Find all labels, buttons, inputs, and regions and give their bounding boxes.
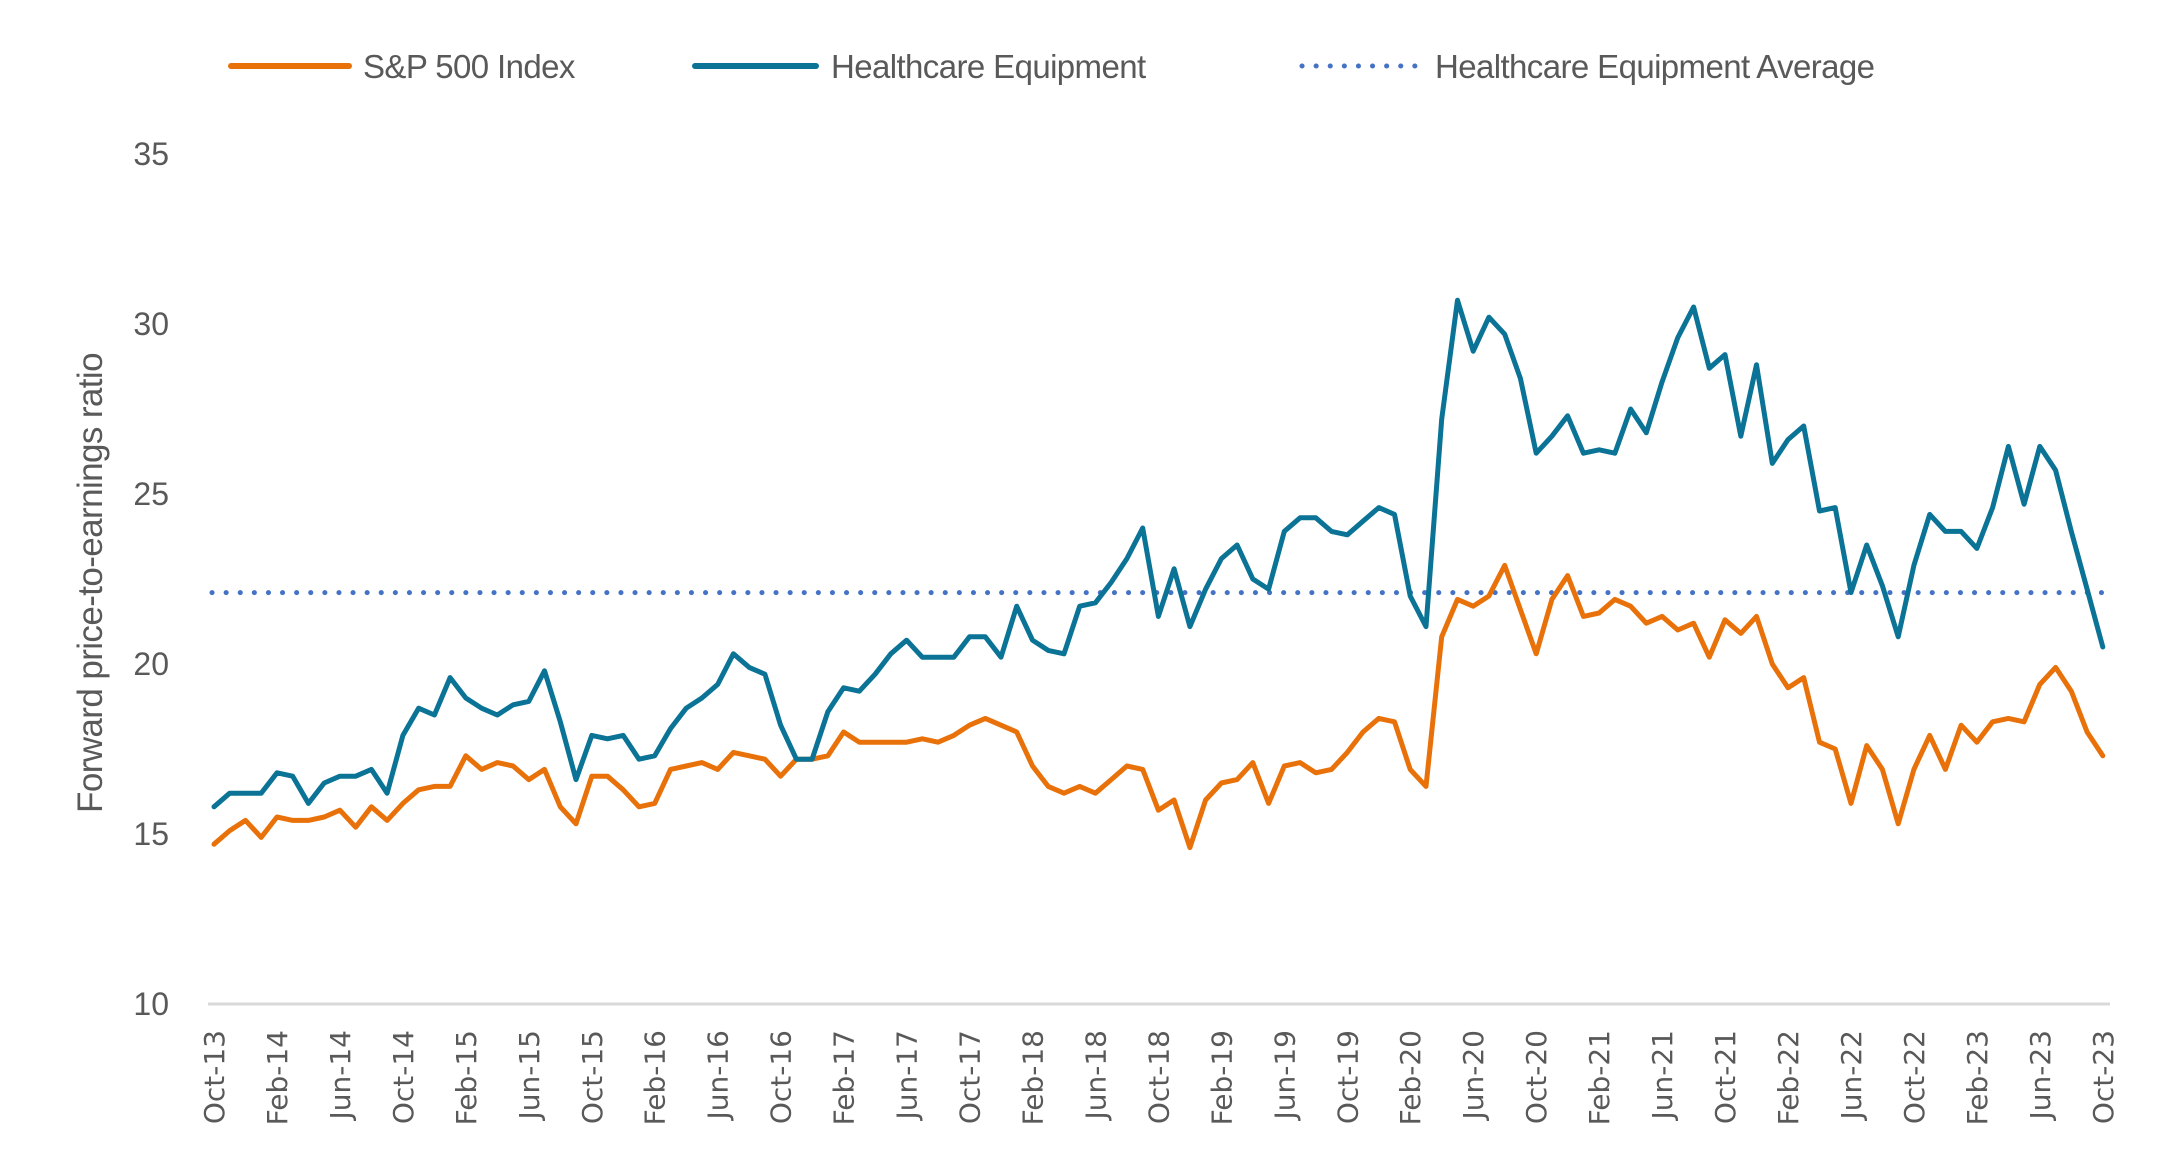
- x-tick-label: Jun-15: [513, 1030, 546, 1121]
- x-tick-label: Feb-18: [1016, 1030, 1049, 1125]
- legend-item-sp500[interactable]: S&P 500 Index: [228, 48, 576, 85]
- series-line-healthcare-equipment: [211, 297, 2106, 810]
- x-tick-label: Jun-21: [1646, 1030, 1679, 1121]
- x-tick-label: Jun-19: [1268, 1030, 1301, 1121]
- legend-item-healthcare-equipment[interactable]: Healthcare Equipment: [692, 48, 1147, 85]
- y-tick-label: 10: [133, 986, 169, 1022]
- x-tick-label: Jun-20: [1457, 1030, 1490, 1121]
- x-tick-label: Jun-16: [702, 1030, 735, 1121]
- x-tick-label: Feb-22: [1772, 1030, 1805, 1125]
- x-tick-label: Jun-17: [891, 1030, 924, 1121]
- plot-area: [209, 297, 2108, 851]
- y-tick-label: 15: [133, 816, 169, 852]
- x-tick-label: Oct-21: [1709, 1030, 1742, 1124]
- x-tick-label: Jun-18: [1079, 1030, 1112, 1121]
- y-axis-ticks: 10 15 20 25 30 35: [133, 136, 169, 1022]
- x-tick-label: Oct-14: [387, 1030, 420, 1124]
- x-tick-label: Oct-20: [1520, 1030, 1553, 1124]
- x-tick-label: Feb-21: [1583, 1030, 1616, 1125]
- x-tick-label: Oct-13: [198, 1030, 231, 1124]
- x-tick-label: Feb-14: [261, 1030, 294, 1125]
- x-axis-ticks: Oct-13 Feb-14 Jun-14 Oct-14 Feb-15 Jun-15 Oct-…: [198, 1030, 2120, 1125]
- legend-label-sp500: S&P 500 Index: [363, 48, 576, 85]
- x-tick-label: Feb-16: [639, 1030, 672, 1125]
- y-axis-title: Forward price-to-earnings ratio: [71, 353, 110, 813]
- x-tick-label: Oct-23: [2087, 1030, 2120, 1124]
- x-tick-label: Feb-19: [1205, 1030, 1238, 1125]
- x-tick-label: Oct-15: [576, 1030, 609, 1124]
- y-tick-label: 20: [133, 646, 169, 682]
- x-tick-label: Oct-18: [1142, 1030, 1175, 1124]
- x-tick-label: Feb-17: [828, 1030, 861, 1125]
- legend-item-healthcare-equipment-average[interactable]: Healthcare Equipment Average: [1299, 48, 1875, 85]
- x-tick-label: Oct-16: [765, 1030, 798, 1124]
- y-tick-label: 30: [133, 306, 169, 342]
- x-tick-label: Jun-22: [1835, 1030, 1868, 1121]
- x-tick-label: Oct-22: [1898, 1030, 1931, 1124]
- x-tick-label: Oct-17: [954, 1030, 987, 1124]
- legend: S&P 500 Index Healthcare Equipment Healt…: [228, 48, 1875, 85]
- y-tick-label: 35: [133, 136, 169, 172]
- series-line-s-p-500-index: [211, 562, 2106, 851]
- x-tick-label: Jun-23: [2024, 1030, 2057, 1121]
- y-tick-label: 25: [133, 476, 169, 512]
- x-tick-label: Feb-20: [1394, 1030, 1427, 1125]
- legend-label-healthcare-equipment-average: Healthcare Equipment Average: [1435, 48, 1874, 85]
- x-tick-label: Feb-23: [1961, 1030, 1994, 1125]
- x-tick-label: Feb-15: [450, 1030, 483, 1125]
- legend-label-healthcare-equipment: Healthcare Equipment: [831, 48, 1146, 85]
- x-tick-label: Jun-14: [324, 1030, 357, 1121]
- x-tick-label: Oct-19: [1331, 1030, 1364, 1124]
